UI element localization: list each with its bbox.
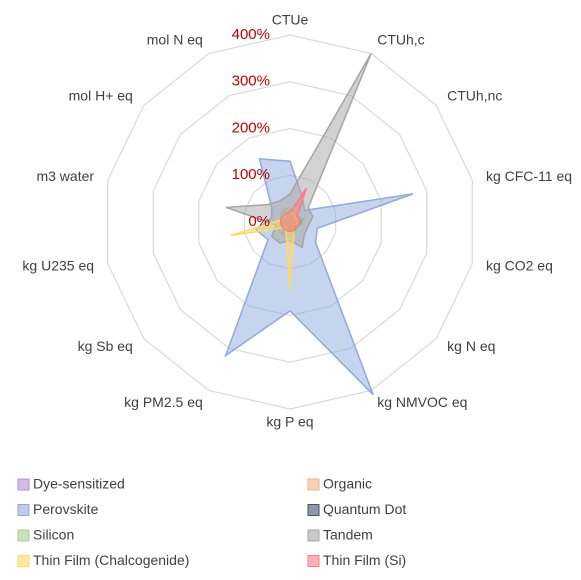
category-label: kg NMVOC eq: [377, 394, 467, 410]
legend-label: Dye-sensitized: [33, 476, 125, 492]
grid-ring: [107, 34, 473, 410]
legend-swatch: [17, 478, 30, 491]
category-label: CTUh,c: [377, 32, 424, 48]
legend-swatch: [307, 555, 320, 567]
legend-label: Perovskite: [33, 501, 99, 517]
legend-swatch: [307, 529, 320, 542]
axis-tick-label: 100%: [232, 166, 270, 183]
category-label: kg CO2 eq: [486, 257, 553, 273]
series-area: [280, 187, 307, 233]
legend-swatch: [17, 504, 30, 516]
series-area: [224, 157, 414, 396]
legend-swatch: [307, 478, 320, 491]
category-label: kg Sb eq: [78, 338, 133, 354]
grid-ring: [152, 81, 428, 363]
legend-label: Thin Film (Si): [323, 552, 406, 568]
axis-tick-label: 200%: [232, 119, 270, 136]
category-label: kg U235 eq: [22, 257, 94, 273]
grid-ring: [198, 127, 382, 317]
category-label: kg P eq: [266, 414, 313, 430]
category-label: kg PM2.5 eq: [124, 394, 203, 410]
axis-tick-label: 400%: [232, 26, 270, 43]
legend-label: Tandem: [323, 527, 373, 543]
legend-swatch: [17, 555, 30, 567]
category-label: CTUe: [272, 12, 309, 28]
category-label: CTUh,nc: [447, 87, 502, 103]
legend-label: Organic: [323, 476, 372, 492]
legend-label: Thin Film (Chalcogenide): [33, 552, 189, 568]
legend-label: Quantum Dot: [323, 501, 406, 517]
axis-tick-label: 300%: [232, 73, 270, 90]
axis-tick-label: 0%: [248, 213, 270, 230]
category-label: kg CFC-11 eq: [486, 168, 572, 184]
legend-swatch: [307, 504, 320, 516]
category-label: m3 water: [36, 168, 94, 184]
category-label: mol H+ eq: [69, 87, 133, 103]
category-label: mol N eq: [147, 32, 203, 48]
legend-swatch: [17, 529, 30, 542]
legend-label: Silicon: [33, 527, 74, 543]
category-label: kg N eq: [447, 338, 495, 354]
